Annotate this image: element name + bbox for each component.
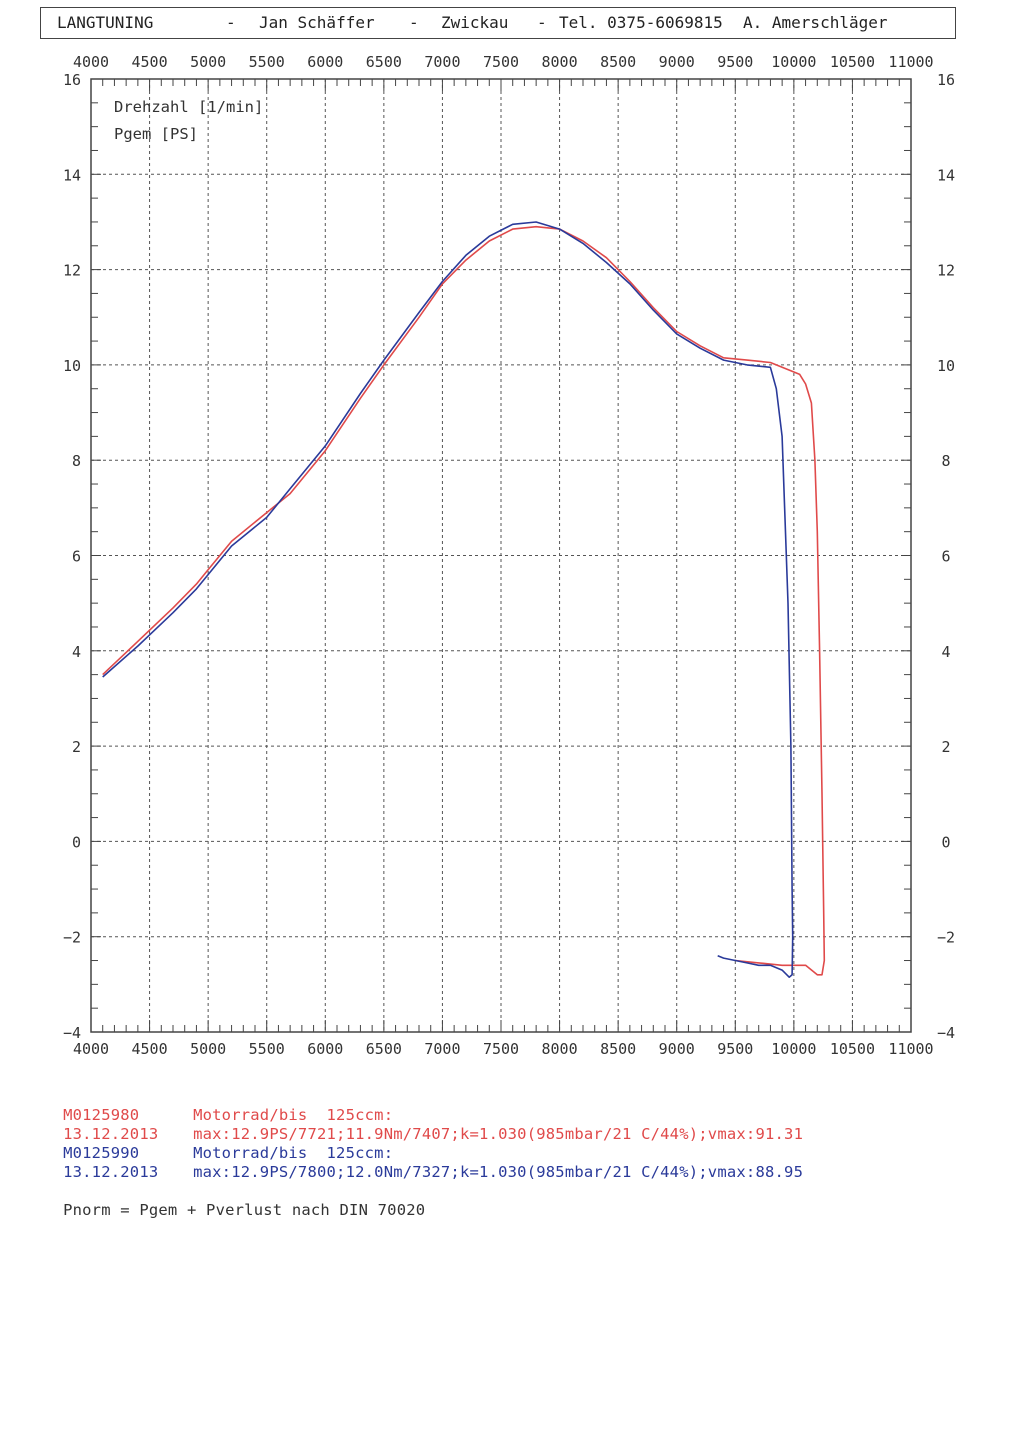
x-tick-label-top: 10500: [830, 53, 875, 71]
x-tick-label-bottom: 4000: [73, 1040, 109, 1058]
run-stats-red: max:12.9PS/7721;11.9Nm/7407;k=1.030(985m…: [193, 1125, 804, 1143]
x-tick-label-top: 4500: [132, 53, 168, 71]
city-name: Zwickau: [441, 13, 509, 32]
x-tick-label-bottom: 7500: [483, 1040, 519, 1058]
phone-number: Tel. 0375-6069815: [559, 13, 723, 32]
y-tick-label-right: 0: [941, 833, 950, 851]
y-tick-label-right: −4: [937, 1024, 955, 1042]
x-tick-label-bottom: 10500: [830, 1040, 875, 1058]
x-tick-label-bottom: 7000: [424, 1040, 460, 1058]
series-line-red: [102, 225, 826, 976]
x-tick-label-top: 8500: [600, 53, 636, 71]
x-tick-label-top: 8000: [542, 53, 578, 71]
y-tick-label-left: 14: [63, 166, 81, 184]
y-tick-label-left: 4: [72, 643, 81, 661]
x-tick-label-top: 7500: [483, 53, 519, 71]
x-tick-label-bottom: 8000: [542, 1040, 578, 1058]
run-desc-red: Motorrad/bis 125ccm:: [193, 1106, 394, 1124]
header-box: LANGTUNING - Jan Schäffer - Zwickau - Te…: [40, 7, 956, 39]
header-separator: -: [409, 13, 419, 32]
x-tick-label-bottom: 11000: [888, 1040, 933, 1058]
y-tick-label-right: 8: [941, 452, 950, 470]
x-tick-label-bottom: 9000: [659, 1040, 695, 1058]
x-tick-label-bottom: 6500: [366, 1040, 402, 1058]
run-stats-blue: max:12.9PS/7800;12.0Nm/7327;k=1.030(985m…: [193, 1163, 804, 1181]
y-tick-label-left: −2: [63, 929, 81, 947]
x-tick-label-bottom: 8500: [600, 1040, 636, 1058]
x-tick-label-top: 5000: [190, 53, 226, 71]
y-tick-label-right: 12: [937, 262, 955, 280]
y-tick-label-left: 0: [72, 833, 81, 851]
y-tick-label-right: 14: [937, 166, 955, 184]
x-tick-label-bottom: 9500: [717, 1040, 753, 1058]
y-tick-label-right: 10: [937, 357, 955, 375]
series: [102, 221, 826, 978]
run-desc-blue: Motorrad/bis 125ccm:: [193, 1144, 394, 1162]
x-tick-label-bottom: 5500: [249, 1040, 285, 1058]
x-tick-label-bottom: 5000: [190, 1040, 226, 1058]
x-tick-label-bottom: 6000: [307, 1040, 343, 1058]
y-tick-label-left: 6: [72, 548, 81, 566]
x-tick-label-top: 9000: [659, 53, 695, 71]
x-tick-label-top: 6000: [307, 53, 343, 71]
y-tick-label-left: 16: [63, 71, 81, 89]
run-id-blue: M0125990: [63, 1144, 140, 1162]
y-tick-label-right: 16: [937, 71, 955, 89]
legend-entry: Pgem [PS]: [114, 125, 198, 143]
header-separator: -: [537, 13, 547, 32]
y-tick-label-left: −4: [63, 1024, 81, 1042]
x-tick-label-top: 10000: [771, 53, 816, 71]
axis-ticks: [90, 78, 912, 1033]
legend-entry: Drehzahl [1/min]: [114, 98, 263, 116]
legend: Drehzahl [1/min] Pgem [PS]: [114, 98, 263, 143]
operator-name: A. Amerschläger: [743, 13, 888, 32]
run-id-red: M0125980: [63, 1106, 140, 1124]
y-tick-label-left: 8: [72, 452, 81, 470]
y-tick-label-left: 12: [63, 262, 81, 280]
header-separator: -: [226, 13, 236, 32]
run-date-red: 13.12.2013: [63, 1125, 159, 1143]
x-tick-label-top: 6500: [366, 53, 402, 71]
norm-note: Pnorm = Pgem + Pverlust nach DIN 70020: [63, 1201, 426, 1219]
dyno-chart: 4000 4000 4500 4500 5000 5000 5500 5500 6000 6000…: [63, 53, 955, 1058]
x-tick-label-top: 4000: [73, 53, 109, 71]
x-tick-label-bottom: 4500: [132, 1040, 168, 1058]
axis-labels: 4000 4000 4500 4500 5000 5000 5500 5500 6000 6000…: [63, 53, 955, 1058]
run-date-blue: 13.12.2013: [63, 1163, 159, 1181]
x-tick-label-top: 7000: [424, 53, 460, 71]
x-tick-label-top: 9500: [717, 53, 753, 71]
y-tick-label-left: 10: [63, 357, 81, 375]
x-tick-label-top: 11000: [888, 53, 933, 71]
y-tick-label-right: 2: [941, 738, 950, 756]
y-tick-label-right: 6: [941, 548, 950, 566]
y-tick-label-right: −2: [937, 929, 955, 947]
x-tick-label-top: 5500: [249, 53, 285, 71]
grid: [90, 78, 912, 1033]
x-tick-label-bottom: 10000: [771, 1040, 816, 1058]
owner-name: Jan Schäffer: [259, 13, 375, 32]
y-tick-label-right: 4: [941, 643, 950, 661]
series-line-blue: [102, 221, 794, 978]
company-name: LANGTUNING: [57, 13, 154, 32]
y-tick-label-left: 2: [72, 738, 81, 756]
